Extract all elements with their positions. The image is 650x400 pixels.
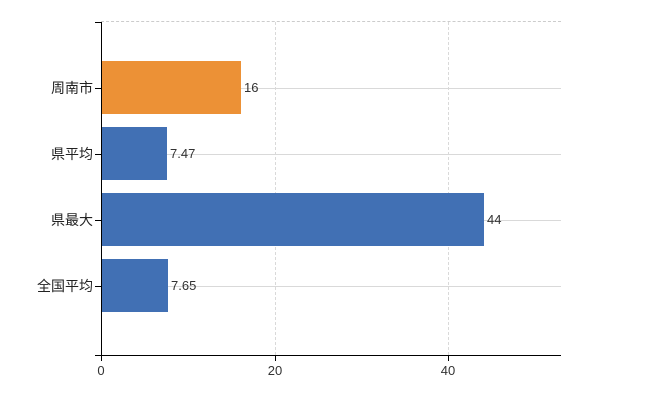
vertical-gridline [275, 22, 276, 355]
y-axis-tick [95, 286, 101, 287]
y-axis-label: 県平均 [51, 146, 93, 162]
y-axis-tick [95, 88, 101, 89]
y-axis-label: 県最大 [51, 212, 93, 228]
bar [102, 127, 167, 180]
vertical-gridline [448, 22, 449, 355]
bar [102, 259, 168, 312]
y-axis-label: 全国平均 [37, 278, 93, 294]
y-axis-top-tick [95, 22, 101, 23]
x-axis-tick-label: 40 [440, 363, 456, 378]
horizontal-gridline [101, 154, 561, 155]
x-axis-tick-label: 0 [97, 363, 105, 378]
bar-value-label: 7.47 [170, 146, 196, 161]
bar-value-label: 7.65 [171, 278, 197, 293]
bar-value-label: 44 [487, 212, 502, 227]
x-axis-tick-label: 20 [267, 363, 283, 378]
y-axis-tick [95, 154, 101, 155]
y-axis-label: 周南市 [51, 80, 93, 96]
x-axis-line [95, 355, 561, 356]
horizontal-gridline [101, 88, 561, 89]
y-axis-tick [95, 220, 101, 221]
x-axis-tick [448, 356, 449, 361]
bar [102, 61, 241, 114]
bar [102, 193, 484, 246]
y-axis-line [101, 22, 102, 356]
x-axis-tick [275, 356, 276, 361]
plot-top-border [101, 21, 561, 22]
horizontal-gridline [101, 286, 561, 287]
x-axis-tick [101, 356, 102, 361]
bar-value-label: 16 [244, 80, 259, 95]
